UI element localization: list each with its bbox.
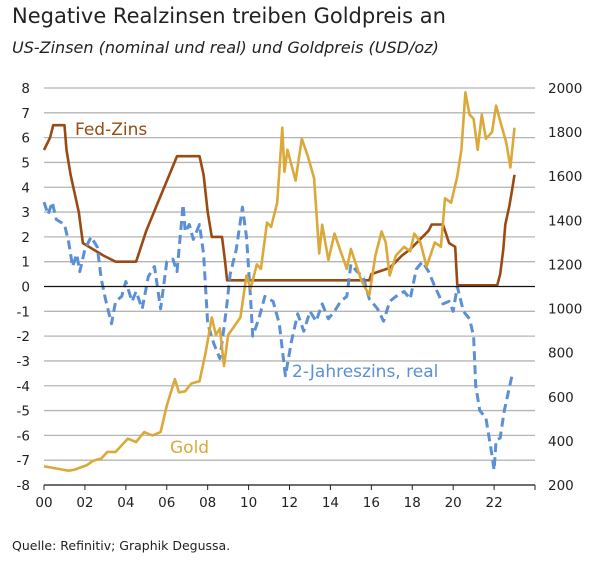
y-left-tick-label: -8 xyxy=(17,478,30,494)
y-left-tick-label: 0 xyxy=(21,280,30,296)
y-left-tick-label: 5 xyxy=(21,155,30,171)
y-right-tick-label: 1800 xyxy=(548,125,582,141)
y-left-tick-label: -7 xyxy=(17,453,30,469)
y-right-tick-label: 600 xyxy=(548,390,574,406)
y-left-tick-label: -5 xyxy=(17,404,30,420)
series-line-fed-zins xyxy=(42,123,516,287)
series-label: 2-Jahreszins, real xyxy=(292,362,438,382)
y-right-tick-label: 2000 xyxy=(548,81,582,97)
x-tick-label: 22 xyxy=(485,495,502,511)
y-left-tick-label: 8 xyxy=(21,81,30,97)
y-left-tick-label: 4 xyxy=(21,180,30,196)
x-tick-label: 08 xyxy=(199,495,216,511)
series-label: Fed-Zins xyxy=(75,120,147,140)
chart-subtitle: US-Zinsen (nominal und real) und Goldpre… xyxy=(12,38,439,57)
x-tick-label: 18 xyxy=(404,495,421,511)
y-left-tick-label: 6 xyxy=(21,131,30,147)
y-right-tick-label: 1200 xyxy=(548,257,582,273)
y-right-tick-label: 800 xyxy=(548,346,574,362)
x-tick-label: 06 xyxy=(158,495,175,511)
series-label: Gold xyxy=(170,438,209,458)
x-tick-label: 00 xyxy=(35,495,52,511)
x-tick-label: 04 xyxy=(117,495,134,511)
y-left-tick-label: -1 xyxy=(17,304,30,320)
series-line-2-jahreszins-real xyxy=(42,200,514,472)
y-right-tick-label: 1400 xyxy=(548,213,582,229)
x-tick-label: 02 xyxy=(76,495,93,511)
x-tick-label: 16 xyxy=(363,495,380,511)
x-tick-label: 20 xyxy=(445,495,462,511)
y-left-tick-label: -4 xyxy=(17,379,30,395)
y-left-tick-label: 1 xyxy=(21,255,30,271)
y-right-tick-label: 200 xyxy=(548,478,574,494)
chart-title: Negative Realzinsen treiben Goldpreis an xyxy=(12,4,446,28)
source-note: Quelle: Refinitiv; Graphik Degussa. xyxy=(12,538,231,553)
series-line-gold xyxy=(43,91,516,473)
x-tick-label: 14 xyxy=(322,495,339,511)
y-left-tick-label: 7 xyxy=(21,106,30,122)
x-tick-label: 10 xyxy=(240,495,257,511)
y-right-tick-label: 400 xyxy=(548,434,574,450)
x-tick-label: 12 xyxy=(281,495,298,511)
y-left-tick-label: -2 xyxy=(17,329,30,345)
y-right-tick-label: 1600 xyxy=(548,169,582,185)
y-left-tick-label: 2 xyxy=(21,230,30,246)
y-left-tick-label: -3 xyxy=(17,354,30,370)
y-left-tick-label: 3 xyxy=(21,205,30,221)
y-left-tick-label: -6 xyxy=(17,428,30,444)
y-right-tick-label: 1000 xyxy=(548,302,582,318)
